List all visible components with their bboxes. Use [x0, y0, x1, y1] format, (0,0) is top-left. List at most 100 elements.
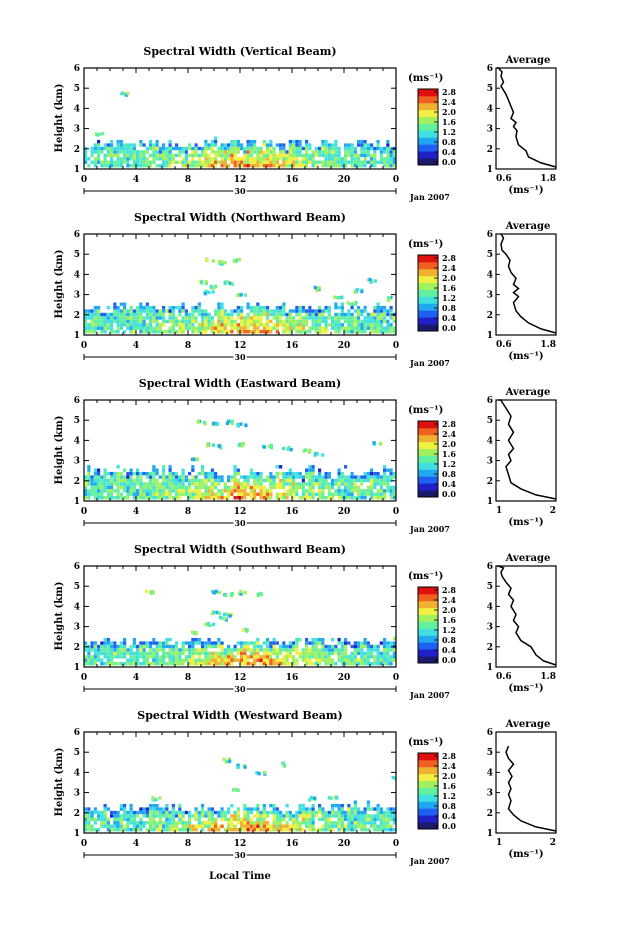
y-tick-label: 1: [74, 829, 80, 839]
heatmap-cell: [295, 827, 299, 832]
heatmap-cell: [285, 661, 289, 666]
heatmap-cell: [389, 468, 393, 472]
heatmap-cell: [259, 305, 263, 310]
heatmap-cell: [279, 492, 283, 496]
heatmap-cell: [295, 475, 299, 479]
heatmap-cell: [366, 323, 370, 327]
heatmap-cell: [373, 814, 377, 818]
heatmap-cell: [113, 661, 117, 666]
heatmap-cell: [308, 814, 312, 818]
heatmap-cell: [259, 658, 263, 662]
heatmap-cell: [236, 641, 240, 645]
heatmap-cell: [181, 814, 185, 818]
heatmap-cell: [262, 770, 267, 775]
heatmap-cell: [383, 648, 387, 652]
heatmap-cell: [363, 309, 367, 313]
heatmap-cell: [168, 305, 172, 310]
heatmap-cell: [233, 655, 237, 659]
heatmap-cell: [370, 651, 374, 656]
heatmap-cell: [353, 309, 357, 313]
heatmap-cell: [152, 143, 156, 147]
heatmap-cell: [344, 160, 348, 164]
heatmap-cell: [272, 160, 276, 164]
heatmap-cell: [197, 658, 201, 662]
heatmap-cell: [379, 326, 383, 330]
heatmap-cell: [389, 489, 393, 493]
heatmap-cell: [197, 157, 201, 161]
heatmap-cell: [175, 655, 179, 659]
heatmap-cell: [347, 482, 351, 486]
heatmap-cell: [224, 593, 228, 597]
heatmap-cell: [90, 326, 94, 330]
heatmap-cell: [292, 146, 296, 151]
heatmap-cell: [204, 289, 209, 294]
heatmap-cell: [288, 143, 292, 147]
heatmap-cell: [162, 814, 166, 818]
heatmap-cell: [220, 495, 224, 500]
heatmap-cell: [295, 641, 299, 645]
colorbar-unit: (ms⁻¹): [408, 737, 443, 748]
heatmap-cell: [217, 475, 221, 479]
profile-x-tick-label: 1: [496, 838, 502, 848]
heatmap-cell: [282, 471, 286, 476]
colorbar-segment: [418, 255, 438, 263]
heatmap-cell: [318, 482, 322, 486]
date-label: Jan 2007: [409, 856, 450, 866]
heatmap-cell: [119, 821, 123, 825]
heatmap-cell: [220, 648, 224, 652]
heatmap-cell: [145, 489, 149, 493]
heatmap-cell: [110, 319, 114, 324]
heatmap-cell: [308, 143, 312, 147]
heatmap-cell: [292, 644, 296, 649]
heatmap-cell: [279, 153, 283, 158]
heatmap-cell: [129, 807, 133, 811]
heatmap-cell: [162, 658, 166, 662]
heatmap-cell: [383, 163, 387, 168]
heatmap-cell: [249, 641, 253, 645]
heatmap-cell: [243, 150, 247, 154]
heatmap-cell: [353, 644, 357, 649]
heatmap-cell: [256, 637, 260, 642]
heatmap-cell: [275, 661, 279, 666]
heatmap-cell: [103, 817, 107, 822]
heatmap-cell: [392, 160, 396, 164]
x-tick-label: 4: [133, 341, 139, 351]
heatmap-cell: [357, 163, 361, 168]
heatmap-cell: [142, 495, 146, 500]
heatmap-cell: [218, 590, 222, 595]
profile-xlabel: (ms⁻¹): [508, 517, 543, 528]
heatmap-cell: [376, 323, 380, 327]
heatmap-cell: [266, 323, 270, 327]
heatmap-cell: [285, 803, 289, 808]
heatmap-cell: [282, 309, 286, 313]
heatmap-cell: [308, 810, 312, 815]
heatmap-cell: [321, 658, 325, 662]
heatmap-cell: [210, 471, 214, 476]
heatmap-cell: [230, 326, 234, 330]
heatmap-cell: [84, 485, 88, 490]
day-bar: 30: [83, 683, 397, 696]
heatmap-cell: [97, 319, 101, 324]
heatmap-cell: [211, 290, 215, 294]
heatmap-cell: [123, 827, 127, 832]
heatmap-cell: [145, 658, 149, 662]
heatmap-cell: [256, 655, 260, 659]
heatmap-cell: [344, 157, 348, 161]
heatmap-cell: [386, 139, 390, 144]
heatmap-cell: [145, 814, 149, 818]
heatmap-cell: [113, 150, 117, 154]
heatmap-cell: [301, 810, 305, 815]
heatmap-cell: [223, 616, 227, 621]
heatmap-cell: [386, 163, 390, 168]
heatmap-cell: [288, 489, 292, 493]
heatmap-cell: [158, 326, 162, 330]
heatmap-cell: [113, 655, 117, 659]
heatmap-cell: [269, 803, 273, 808]
heatmap-cell: [373, 648, 377, 652]
heatmap-cell: [142, 471, 146, 476]
heatmap-cell: [197, 323, 201, 327]
heatmap-cell: [178, 160, 182, 164]
heatmap-cell: [175, 648, 179, 652]
heatmap-cell: [152, 157, 156, 161]
heatmap-cell: [305, 651, 309, 656]
